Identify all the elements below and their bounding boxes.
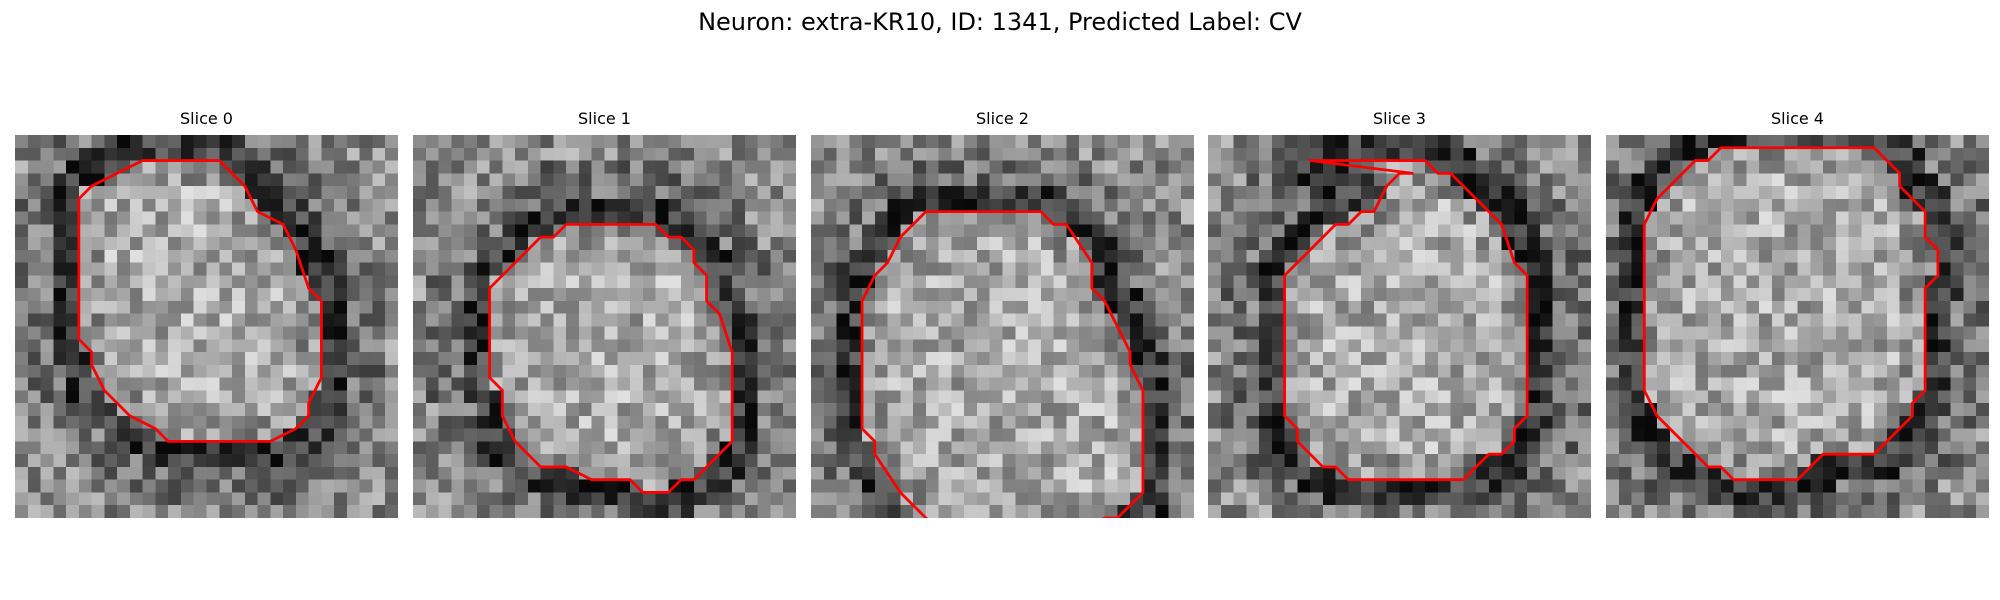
figure-title: Neuron: extra-KR10, ID: 1341, Predicted … <box>698 8 1302 36</box>
slice-title: Slice 4 <box>1771 109 1824 128</box>
slice-image <box>413 135 796 518</box>
slice-panel-4: Slice 4 <box>1606 108 1989 518</box>
roi-contour <box>77 159 323 443</box>
roi-contour <box>1283 159 1529 482</box>
slice-panel-3: Slice 3 <box>1208 108 1591 518</box>
slice-title: Slice 2 <box>976 109 1029 128</box>
slice-title: Slice 0 <box>180 109 233 128</box>
slice-image <box>1208 135 1591 518</box>
slice-image <box>1606 135 1989 518</box>
slice-image <box>15 135 398 518</box>
grayscale-pixels <box>811 135 1194 518</box>
slice-panel-0: Slice 0 <box>15 108 398 518</box>
grayscale-pixels <box>1208 135 1591 518</box>
grayscale-pixels <box>1606 135 1989 518</box>
slice-panel-1: Slice 1 <box>413 108 796 518</box>
roi-contour <box>488 222 734 494</box>
roi-contour <box>1642 146 1940 482</box>
grayscale-pixels <box>15 135 398 518</box>
roi-contour <box>860 210 1145 518</box>
grayscale-pixels <box>413 135 796 518</box>
slice-image <box>811 135 1194 518</box>
slice-title: Slice 1 <box>578 109 631 128</box>
slice-panel-2: Slice 2 <box>811 108 1194 518</box>
slice-title: Slice 3 <box>1373 109 1426 128</box>
